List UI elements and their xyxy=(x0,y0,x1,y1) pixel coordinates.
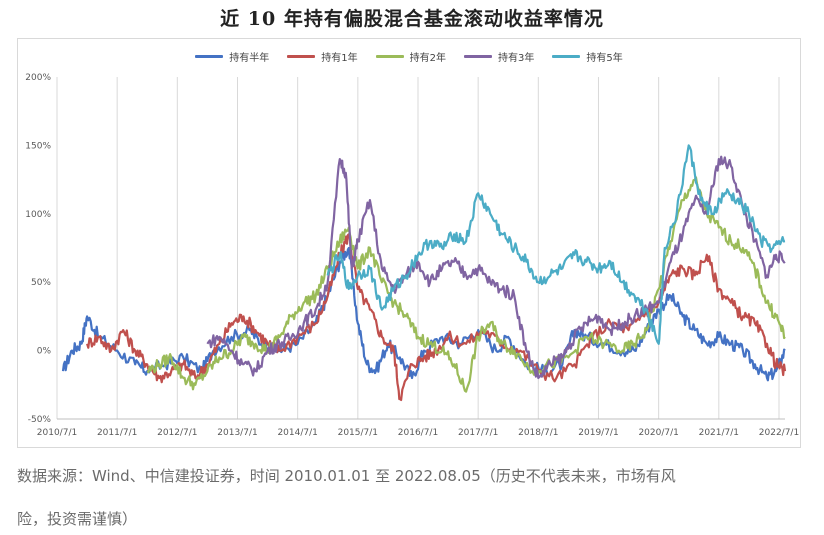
y-tick-label: 0% xyxy=(37,347,52,357)
series-line-2 xyxy=(86,233,787,402)
y-tick-label: 150% xyxy=(25,141,51,151)
series-line-4 xyxy=(206,155,786,380)
x-tick-label: 2022/7/1 xyxy=(759,428,799,438)
y-tick-label: 50% xyxy=(31,278,51,288)
x-tick-label: 2015/7/1 xyxy=(338,428,378,438)
legend-label: 持有1年 xyxy=(321,53,358,64)
x-tick-label: 2016/7/1 xyxy=(398,428,438,438)
x-tick-label: 2014/7/1 xyxy=(277,428,317,438)
series-line-3 xyxy=(146,176,786,393)
legend-item: 持有3年 xyxy=(464,49,534,64)
legend-swatch xyxy=(552,55,581,58)
y-tick-label: 200% xyxy=(25,73,51,83)
x-tick-label: 2020/7/1 xyxy=(638,428,678,438)
x-tick-label: 2018/7/1 xyxy=(518,428,558,438)
chart-legend: 持有半年 持有1年 持有2年 持有3年 持有5年 xyxy=(18,49,800,64)
legend-label: 持有3年 xyxy=(498,53,535,64)
x-tick-label: 2010/7/1 xyxy=(37,428,77,438)
legend-label: 持有5年 xyxy=(586,53,623,64)
x-tick-label: 2021/7/1 xyxy=(699,428,739,438)
chart-frame: 持有半年 持有1年 持有2年 持有3年 持有5年 xyxy=(17,38,801,448)
legend-item: 持有1年 xyxy=(287,49,358,64)
y-tick-label: 100% xyxy=(25,210,51,220)
y-tick-label: -50% xyxy=(28,415,52,425)
legend-swatch xyxy=(287,55,316,58)
legend-item: 持有5年 xyxy=(552,49,623,64)
x-tick-label: 2017/7/1 xyxy=(458,428,498,438)
legend-label: 持有2年 xyxy=(409,53,446,64)
legend-item: 持有半年 xyxy=(195,49,269,64)
x-tick-label: 2011/7/1 xyxy=(97,428,137,438)
x-tick-label: 2013/7/1 xyxy=(217,428,257,438)
series-line-1 xyxy=(61,246,786,382)
legend-swatch xyxy=(375,55,404,58)
series-line-5 xyxy=(326,144,786,345)
source-note-line2: 险，投资需谨慎） xyxy=(17,510,138,528)
chart-title: 近 10 年持有偏股混合基金滚动收益率情况 xyxy=(220,8,604,30)
legend-label: 持有半年 xyxy=(229,53,270,64)
legend-swatch xyxy=(195,55,224,58)
source-note-line1: 数据来源：Wind、中信建投证券，时间 2010.01.01 至 2022.08… xyxy=(17,467,676,485)
x-tick-label: 2012/7/1 xyxy=(157,428,197,438)
x-tick-label: 2019/7/1 xyxy=(578,428,618,438)
legend-item: 持有2年 xyxy=(375,49,446,64)
legend-swatch xyxy=(464,55,492,58)
